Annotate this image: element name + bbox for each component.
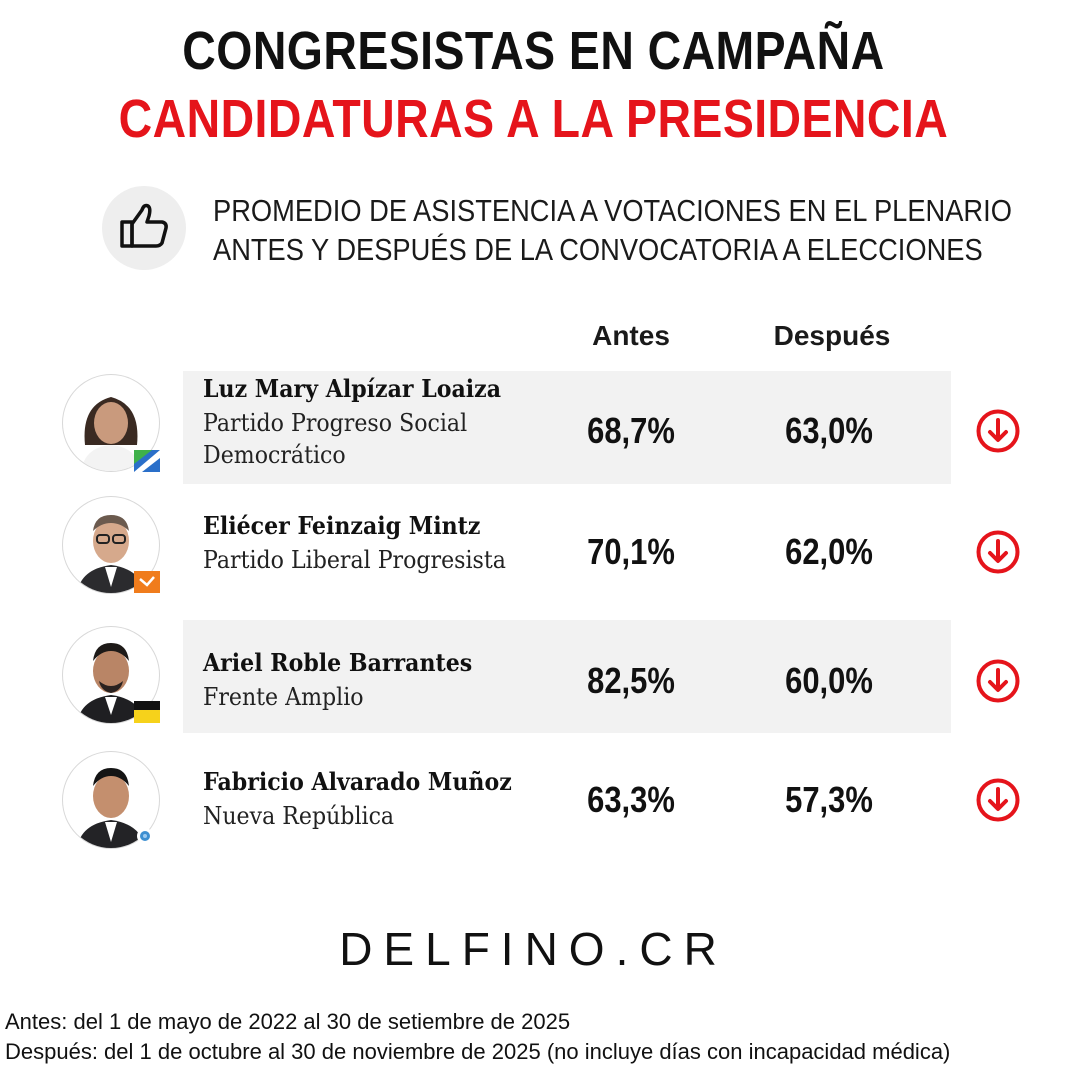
arrow-down-circle-icon: [976, 409, 1020, 453]
candidate-party: Partido Progreso Social Democrático: [203, 409, 468, 469]
table-row-shade: [183, 620, 951, 733]
thumbs-up-icon: [120, 203, 168, 248]
value-antes: 70,1%: [587, 531, 675, 572]
footnote-despues: Después: del 1 de octubre al 30 de novie…: [5, 1039, 951, 1064]
avatar: [63, 375, 159, 471]
avatar: [63, 497, 159, 593]
page-title: CONGRESISTAS EN CAMPAÑA: [182, 21, 885, 81]
value-despues: 60,0%: [785, 660, 873, 701]
arrow-down-circle-icon: [976, 530, 1020, 574]
table-row-shade: [183, 371, 951, 484]
chart-description-line2: ANTES Y DESPUÉS DE LA CONVOCATORIA A ELE…: [213, 232, 983, 267]
party-logo-icon: [134, 450, 160, 472]
column-header-despues: Después: [773, 320, 891, 351]
candidate-name: Ariel Roble Barrantes: [203, 648, 473, 677]
thumbs-up-badge: [102, 186, 186, 270]
brand-logo: DELFINO.CR: [339, 923, 728, 975]
footnote-antes: Antes: del 1 de mayo de 2022 al 30 de se…: [5, 1009, 571, 1034]
value-despues: 57,3%: [785, 779, 873, 820]
value-antes: 63,3%: [587, 779, 675, 820]
value-antes: 82,5%: [587, 660, 675, 701]
value-antes: 68,7%: [587, 410, 675, 451]
candidate-party: Partido Liberal Progresista: [203, 546, 506, 574]
column-header-antes: Antes: [592, 320, 670, 351]
chart-description-line1: PROMEDIO DE ASISTENCIA A VOTACIONES EN E…: [213, 193, 1012, 228]
party-logo-icon: [134, 571, 160, 593]
candidate-name: Luz Mary Alpízar Loaiza: [203, 374, 502, 403]
party-logo-icon: [134, 701, 160, 723]
value-despues: 63,0%: [785, 410, 873, 451]
avatar: [63, 752, 159, 848]
candidate-party: Frente Amplio: [203, 683, 364, 711]
value-despues: 62,0%: [785, 531, 873, 572]
candidate-name: Fabricio Alvarado Muñoz: [203, 767, 512, 796]
arrow-down-circle-icon: [976, 659, 1020, 703]
page-subtitle-red: CANDIDATURAS A LA PRESIDENCIA: [118, 89, 949, 149]
arrow-down-circle-icon: [976, 778, 1020, 822]
candidate-name: Eliécer Feinzaig Mintz: [203, 511, 481, 540]
candidate-party: Nueva República: [203, 802, 395, 830]
party-logo-icon: [136, 827, 154, 845]
